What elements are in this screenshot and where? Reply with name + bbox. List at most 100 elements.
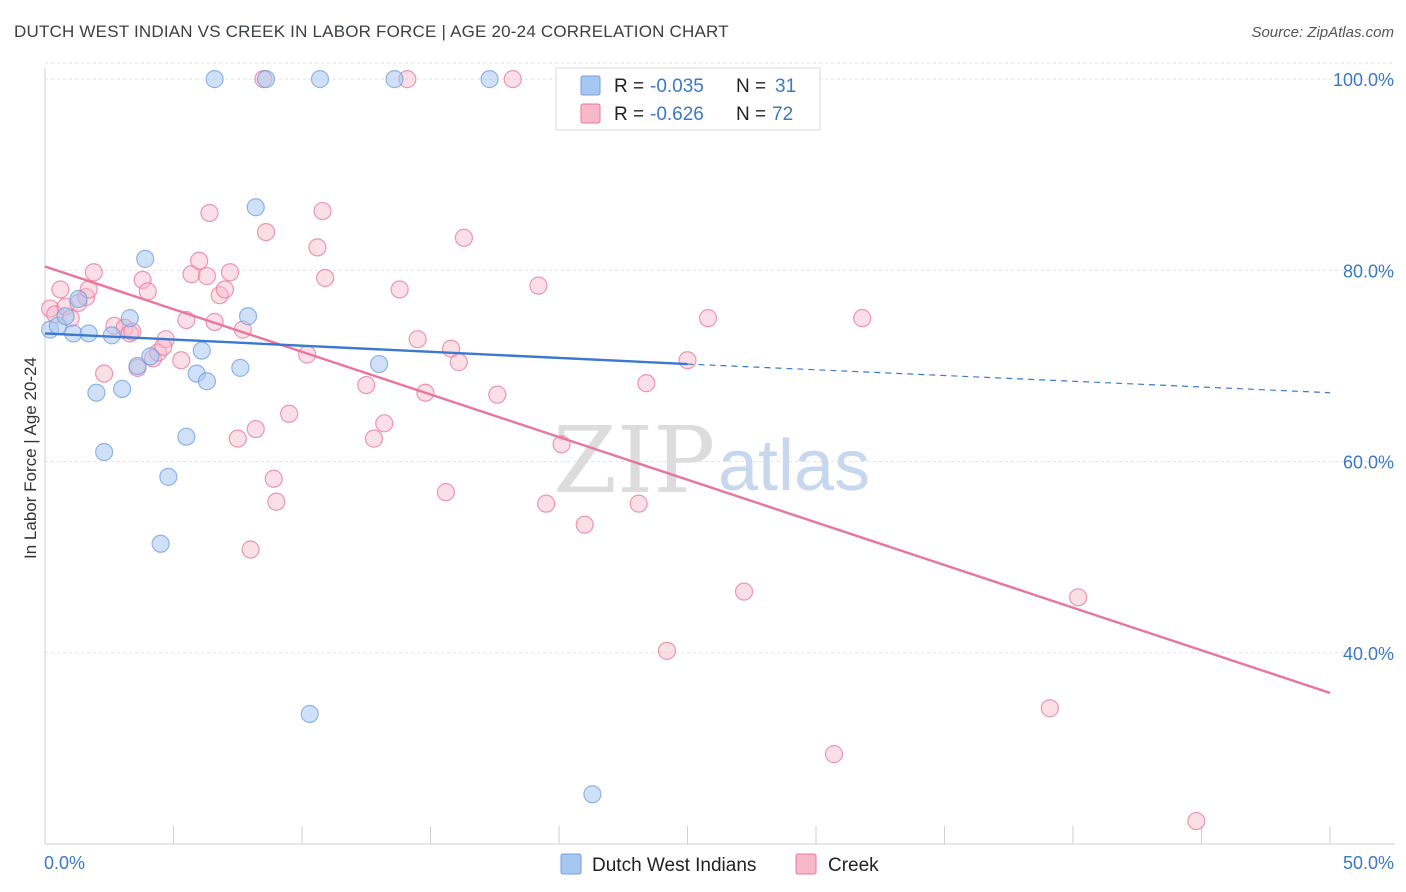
- point-creek-45: [408, 330, 427, 349]
- point-dutch-west-indians-15: [159, 467, 178, 486]
- point-creek-50: [454, 228, 474, 247]
- y-tick-label-0: 40.0%: [1343, 644, 1394, 664]
- trendline-dutch-west-indians: [44, 332, 688, 366]
- point-creek-23: [197, 266, 217, 286]
- x-tick-labels: 0.0% 50.0%: [44, 853, 1394, 873]
- bottom-legend-label-dutch: Dutch West Indians: [592, 855, 756, 876]
- point-dutch-west-indians-22: [246, 198, 265, 217]
- point-creek-52: [529, 276, 548, 295]
- point-dutch-west-indians-30: [480, 70, 499, 89]
- point-dutch-west-indians-6: [87, 383, 106, 402]
- watermark: ZIP atlas: [553, 407, 870, 514]
- point-creek-44: [390, 280, 409, 299]
- point-creek-22: [190, 251, 209, 270]
- point-creek-43: [375, 414, 394, 433]
- y-tick-label-3: 100.0%: [1333, 70, 1394, 90]
- point-dutch-west-indians-12: [136, 249, 155, 268]
- point-creek-47: [436, 483, 456, 502]
- point-creek-42: [364, 429, 384, 448]
- point-creek-0: [41, 299, 60, 318]
- point-creek-38: [308, 238, 327, 257]
- y-tick-labels: 40.0% 60.0% 80.0% 100.0%: [1333, 70, 1394, 664]
- watermark-atlas: atlas: [718, 426, 870, 506]
- point-creek-60: [734, 582, 754, 601]
- point-dutch-west-indians-20: [231, 358, 250, 377]
- legend-n-label-0: N =: [736, 76, 766, 97]
- point-creek-19: [172, 351, 191, 370]
- point-creek-58: [657, 641, 677, 660]
- point-dutch-west-indians-24: [370, 354, 389, 374]
- point-creek-27: [215, 280, 234, 299]
- legend-r-value-1: -0.626: [650, 104, 704, 125]
- point-creek-15: [138, 282, 157, 301]
- point-creek-26: [210, 286, 229, 305]
- trendline-dutch-west-indians-extension: [687, 363, 1331, 394]
- point-creek-68: [503, 70, 522, 89]
- bottom-legend-swatch-dutch: [560, 853, 582, 875]
- point-creek-35: [267, 492, 286, 511]
- source-label: Source: ZipAtlas.com: [1251, 24, 1394, 41]
- y-axis-label: In Labor Force | Age 20-24: [21, 357, 40, 559]
- point-dutch-west-indians-27: [256, 70, 276, 89]
- point-dutch-west-indians-9: [112, 379, 132, 398]
- point-dutch-west-indians-14: [151, 534, 170, 553]
- point-creek-2: [51, 280, 70, 299]
- point-creek-41: [357, 375, 376, 395]
- point-creek-51: [488, 385, 507, 404]
- point-creek-14: [133, 270, 152, 290]
- legend-bottom: Dutch West Indians Creek: [560, 853, 879, 876]
- y-tick-label-1: 60.0%: [1343, 453, 1394, 473]
- legend-n-label-1: N =: [736, 104, 766, 125]
- point-creek-9: [95, 364, 114, 383]
- point-dutch-west-indians-10: [120, 309, 139, 328]
- point-creek-57: [637, 374, 656, 393]
- bottom-legend-swatch-creek: [795, 853, 817, 875]
- grid: [45, 62, 1395, 654]
- legend-swatch-creek: [580, 103, 601, 124]
- point-dutch-west-indians-2: [56, 307, 75, 326]
- point-creek-61: [824, 745, 844, 764]
- point-creek-65: [1187, 811, 1206, 831]
- point-creek-56: [629, 494, 648, 513]
- point-creek-53: [537, 494, 556, 513]
- bottom-legend-label-creek: Creek: [828, 855, 879, 876]
- point-creek-39: [313, 201, 332, 221]
- point-creek-63: [1040, 699, 1059, 718]
- point-dutch-west-indians-11: [128, 356, 147, 376]
- point-creek-40: [316, 268, 335, 288]
- point-dutch-west-indians-16: [177, 427, 196, 446]
- x-tick-label-min: 0.0%: [44, 853, 85, 873]
- y-tick-label-2: 80.0%: [1343, 261, 1394, 281]
- legend-r-label-1: R =: [614, 104, 644, 125]
- point-creek-64: [1069, 588, 1088, 607]
- point-dutch-west-indians-4: [69, 289, 88, 309]
- axes: [44, 68, 1395, 845]
- point-creek-28: [220, 263, 240, 282]
- point-creek-62: [853, 309, 872, 328]
- point-creek-24: [200, 203, 219, 223]
- point-creek-49: [449, 353, 468, 372]
- point-dutch-west-indians-13: [141, 347, 160, 366]
- point-creek-36: [280, 404, 299, 423]
- legend-r-label-0: R =: [614, 76, 644, 97]
- legend-r-value-0: -0.035: [650, 76, 704, 97]
- point-dutch-west-indians-26: [205, 70, 224, 89]
- point-creek-69: [698, 309, 718, 328]
- trendline-creek: [44, 265, 1331, 695]
- point-dutch-west-indians-18: [192, 341, 211, 360]
- legend-n-value-0: 31: [775, 76, 796, 97]
- chart-title: DUTCH WEST INDIAN VS CREEK IN LABOR FORC…: [14, 22, 729, 41]
- point-dutch-west-indians-7: [95, 442, 114, 462]
- point-creek-59: [678, 351, 697, 370]
- legend-swatch-dutch: [580, 75, 601, 96]
- legend-top: R = -0.035 N = 31 R = -0.626 N = 72: [555, 67, 821, 131]
- point-creek-32: [246, 419, 265, 439]
- point-creek-29: [228, 429, 247, 448]
- point-creek-21: [182, 265, 201, 284]
- point-creek-31: [241, 540, 260, 559]
- point-dutch-west-indians-29: [385, 70, 404, 89]
- point-dutch-west-indians-19: [197, 372, 217, 391]
- point-dutch-west-indians-28: [310, 70, 330, 89]
- point-creek-34: [264, 469, 283, 488]
